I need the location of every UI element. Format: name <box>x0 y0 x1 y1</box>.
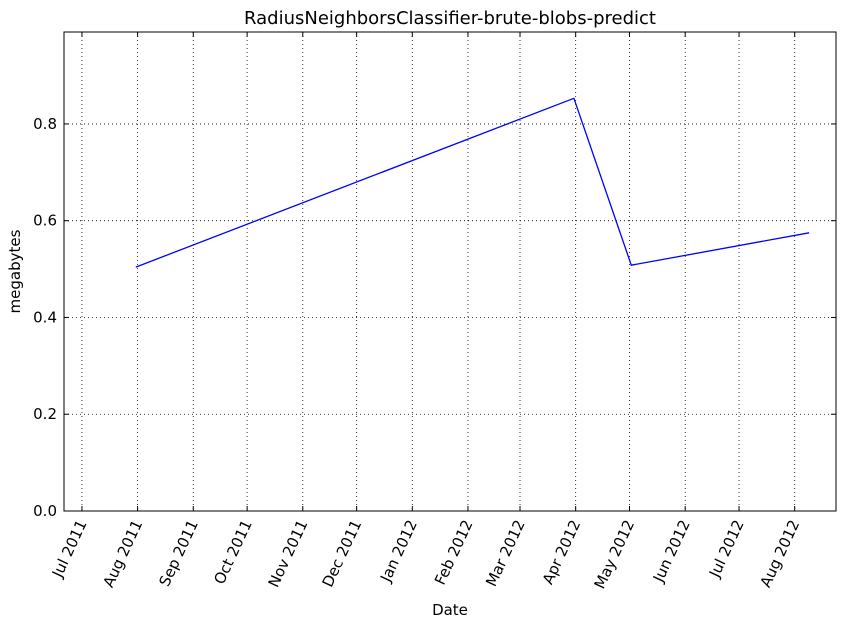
series-layer <box>135 97 810 268</box>
x-axis-label: Date <box>432 601 468 619</box>
y-tick-label: 0.4 <box>33 308 57 326</box>
chart-title: RadiusNeighborsClassifier-brute-blobs-pr… <box>244 8 656 29</box>
plot-frame <box>63 31 837 512</box>
y-tick-label: 0.0 <box>33 502 57 520</box>
series-line <box>135 97 810 268</box>
y-tick-label: 0.6 <box>33 212 57 230</box>
y-tick-labels: 0.0 0.2 0.4 0.6 0.8 <box>33 115 57 520</box>
y-tick-label: 0.8 <box>33 115 57 133</box>
y-axis-label: megabytes <box>6 229 24 313</box>
grid-lines <box>64 32 836 511</box>
axis-ticks <box>64 32 836 512</box>
y-tick-label: 0.2 <box>33 405 57 423</box>
